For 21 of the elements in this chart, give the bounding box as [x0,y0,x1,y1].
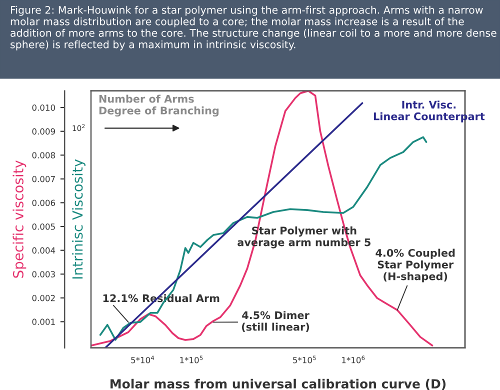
x-tick-label: 5*10$^{5}$ [293,356,316,364]
annotation: Number of Arms Degree of Branching [99,94,219,117]
x-axis-title: Molar mass from universal calibration curve (D) [110,378,446,390]
x-tick-label: 5*10$^{4}$ [131,356,154,364]
y-tick-label: 0.005 [32,223,55,230]
x-tick-label: 1*10$^{6}$ [342,356,365,364]
y-axis-title: Intrinisc Viscosity [72,159,86,279]
y-axis-title: Specific viscosity [12,160,26,278]
y-tick-label: 0.006 [32,200,56,206]
chart-title: Figure 2: Mark-Houwink for a star polymer using the arm-first approach. Arms with a narrow molar mass distribution are coupled to a core; the molar mass increase is a result of the addition of more arms to the core. The structure change (linear coil to a more and more dense sphere) is reflected by a maximum in intrinsic viscosity. [10,6,496,50]
y-tick-label: 0.010 [32,104,56,111]
annotation: 4.0% Coupled Star Polymer (H-shaped) [376,248,455,282]
x-tick-label: 1*10$^{5}$ [180,356,203,364]
y-tick-label: 0.007 [32,176,55,182]
y-tick-label: 0.004 [32,247,56,254]
y-tick-label: 0.009 [32,128,55,135]
y-tick-label: 0.003 [32,271,55,278]
annotation: 4.5% Dimer (still linear) [242,311,310,332]
y-tick-label: 0.001 [32,318,55,325]
y-tick-label: 0.002 [32,294,55,302]
y-tick-label: 0.008 [32,152,56,158]
